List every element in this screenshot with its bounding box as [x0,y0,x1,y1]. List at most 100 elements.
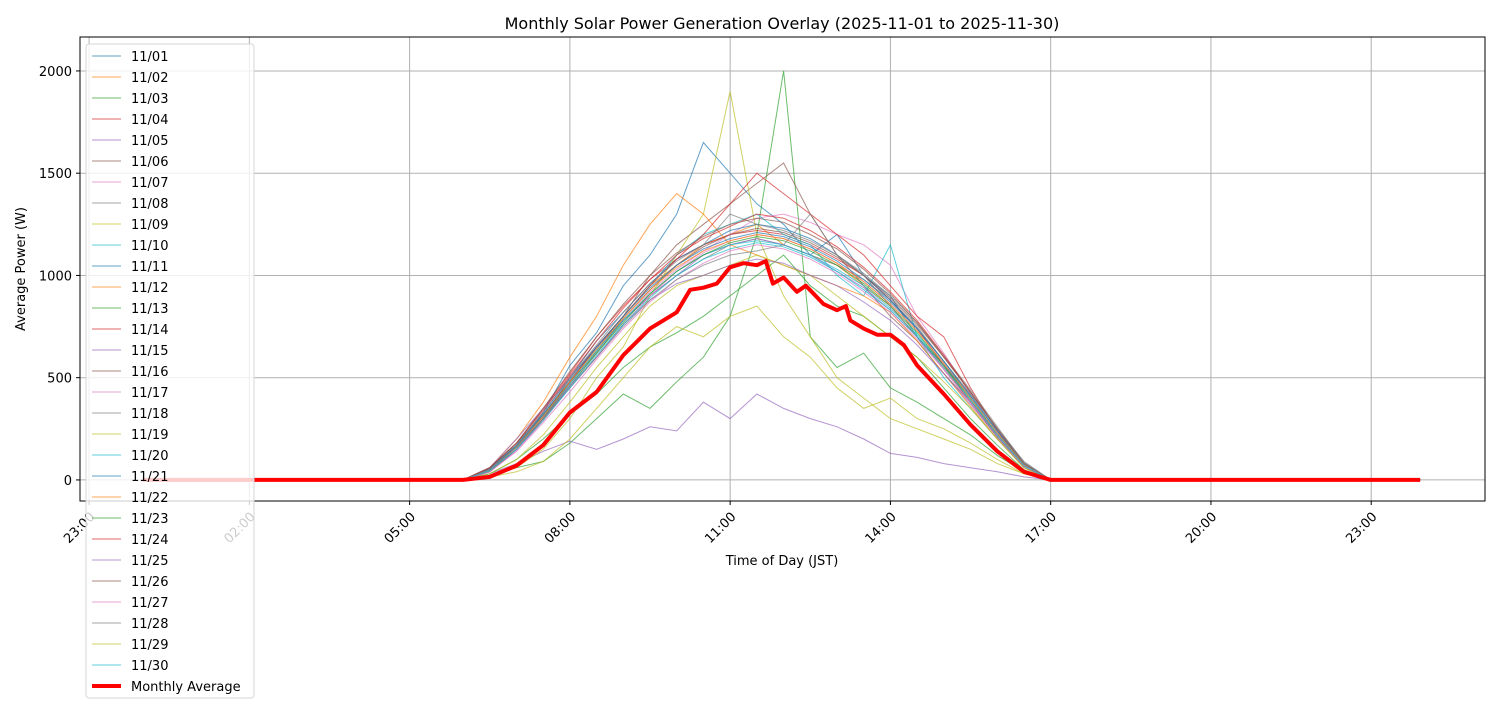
legend-label: 11/29 [131,638,168,653]
legend-item: 11/21 [92,470,168,485]
series-line-11-26 [142,217,1421,481]
series-line-11-25 [142,258,1421,481]
series-line-11-15 [142,238,1421,481]
legend-label: 11/08 [131,197,168,212]
y-tick-label: 500 [47,372,72,387]
legend-label: 11/10 [131,239,168,254]
plot-frame [79,36,1486,502]
legend-label: 11/03 [131,92,168,107]
legend-item: 11/06 [92,155,168,170]
legend-label: 11/26 [131,575,168,590]
series-line-11-13 [142,254,1421,481]
x-tick-label: 17:00 [1023,510,1060,547]
x-tick-label: 08:00 [542,510,579,547]
x-tick-label: 11:00 [702,510,739,547]
legend-item: 11/16 [92,365,168,380]
legend-label: 11/21 [131,470,168,485]
series-line-11-28 [142,213,1421,481]
y-tick-label: 0 [64,474,72,489]
legend-item: 11/03 [92,92,168,107]
chart-title: Monthly Solar Power Generation Overlay (… [505,14,1060,33]
legend-label: 11/20 [131,449,168,464]
legend-label: 11/28 [131,617,168,632]
legend-box [85,43,255,699]
series-line-11-18 [142,213,1421,481]
legend-label: 11/13 [131,302,168,317]
series-line-11-22 [142,233,1421,481]
series-line-11-16 [142,227,1421,481]
legend-label: 11/12 [131,281,168,296]
legend-item: 11/13 [92,302,168,317]
legend-item: 11/04 [92,113,168,128]
legend-item: 11/11 [92,260,168,275]
series-line-11-29 [142,305,1421,481]
legend-label: 11/18 [131,407,168,422]
legend-label: 11/04 [131,113,168,128]
legend-item: 11/27 [92,596,168,611]
series-line-11-23 [142,236,1421,481]
legend-label: 11/16 [131,365,168,380]
legend-item: 11/12 [92,281,168,296]
legend-label: 11/07 [131,176,168,191]
legend-label: 11/25 [131,554,168,569]
series-line-11-08 [142,238,1421,481]
legend-item: 11/07 [92,176,168,191]
series-line-11-06 [142,162,1421,481]
x-axis-label: Time of Day (JST) [725,554,839,569]
legend-item: 11/01 [92,50,168,65]
legend-item: 11/23 [92,512,168,527]
legend-item: 11/17 [92,386,168,401]
legend-item: 11/20 [92,449,168,464]
legend-item: 11/15 [92,344,168,359]
legend-item: 11/05 [92,134,168,149]
legend-label: 11/11 [131,260,168,275]
legend-item: 11/18 [92,407,168,422]
legend-label: 11/17 [131,386,168,401]
legend-label: 11/09 [131,218,168,233]
x-tick-label: 05:00 [382,510,419,547]
series-line-11-19 [142,254,1421,481]
legend-label: 11/23 [131,512,168,527]
legend-label: 11/06 [131,155,168,170]
legend-item: 11/14 [92,323,168,338]
x-tick-label: 23:00 [1343,510,1380,547]
legend-label: 11/27 [131,596,168,611]
series-line-11-01 [142,141,1421,481]
series-line-11-10 [142,213,1421,481]
series-line-11-27 [142,244,1421,481]
legend-label: Monthly Average [131,680,241,695]
series-line-11-24 [142,213,1421,481]
series-line-11-04 [142,229,1421,481]
legend-item: 11/19 [92,428,168,443]
legend-item: 11/28 [92,617,168,632]
legend-item: 11/25 [92,554,168,569]
y-tick-label: 1500 [39,167,72,182]
legend-item: 11/08 [92,197,168,212]
y-tick-label: 1000 [39,269,72,284]
legend-item: 11/30 [92,659,168,674]
series-line-11-05 [142,393,1421,481]
legend-label: 11/01 [131,50,168,65]
legend-label: 11/24 [131,533,168,548]
series-lines [142,70,1421,482]
x-tick-label: 20:00 [1183,510,1220,547]
series-line-11-30 [142,242,1421,481]
series-line-11-14 [142,172,1421,481]
grid [80,37,1485,501]
legend-item: 11/22 [92,491,168,506]
legend-label: 11/14 [131,323,168,338]
legend-item: Monthly Average [92,680,241,695]
legend-item: 11/10 [92,239,168,254]
series-line-11-07 [142,213,1421,481]
legend-label: 11/15 [131,344,168,359]
legend-item: 11/02 [92,71,168,86]
legend-label: 11/19 [131,428,168,443]
x-tick-label: 14:00 [863,510,900,547]
legend-item: 11/29 [92,638,168,653]
monthly-average-line [142,259,1421,482]
series-line-11-21 [142,231,1421,481]
legend-label: 11/05 [131,134,168,149]
legend-label: 11/30 [131,659,168,674]
legend-label: 11/22 [131,491,168,506]
